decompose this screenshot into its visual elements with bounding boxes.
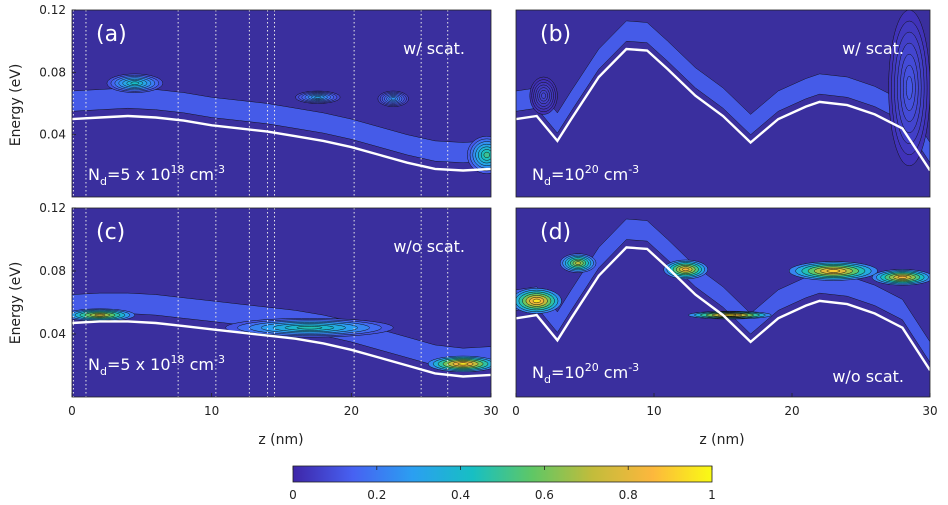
panel-c-x-tick-label-1: 10 xyxy=(204,404,219,418)
panel-d-frame xyxy=(515,207,931,398)
panel-d-label: (d) xyxy=(540,220,571,245)
y-axis-label-top: Energy (eV) xyxy=(8,64,24,147)
panel-d-peak-4-contour-6 xyxy=(826,269,841,273)
panel-b-contours xyxy=(516,10,930,172)
panel-d-potential-line xyxy=(516,246,930,371)
panel-b-density-band xyxy=(516,20,930,164)
panel-c-density-band xyxy=(72,292,491,369)
panel-a-y-tick-label-1: 0.08 xyxy=(39,65,66,79)
panel-a-contours xyxy=(72,10,491,197)
panel-d-x-tick-label-3: 30 xyxy=(922,404,937,418)
panel-b-doping-label: Nd=1020 cm-3 xyxy=(532,163,639,188)
panel-a-density-band xyxy=(72,87,491,163)
colorbar-tick-label-4: 0.8 xyxy=(619,488,638,502)
panel-d: (d) w/o scat. Nd=1020 cm-3 0 10 20 30 xyxy=(512,207,938,418)
x-axis-label-left: z (nm) xyxy=(258,432,303,448)
panel-a-doping-label: Nd=5 x 1018 cm-3 xyxy=(88,163,225,188)
x-axis-label-right: z (nm) xyxy=(699,432,744,448)
panel-a-peak-1-contour-6 xyxy=(314,96,322,99)
colorbar-gradient xyxy=(292,465,713,483)
panel-a-peak-2-contour-6 xyxy=(390,97,396,101)
panel-c-x-tick-label-3: 30 xyxy=(483,404,498,418)
panel-c-frame xyxy=(71,207,492,398)
colorbar-tick-label-5: 1 xyxy=(708,488,716,502)
panels-group: (a)w/ scat.Nd=5 x 1018 cm-30.120.080.04(… xyxy=(39,3,937,418)
panel-b-peak-0-contour-6 xyxy=(541,92,546,99)
colorbar-tick-label-3: 0.6 xyxy=(535,488,554,502)
panel-d-peak-2-contour-6 xyxy=(682,267,690,272)
panel-c-x-tick-label-2: 20 xyxy=(344,404,359,418)
panel-d-doping-label: Nd=1020 cm-3 xyxy=(532,361,639,386)
panel-d-scattering-label: w/o scat. xyxy=(832,367,904,386)
panel-c-x-tick-label-0: 0 xyxy=(68,404,76,418)
colorbar: 0 0.2 0.4 0.6 0.8 1 xyxy=(289,465,716,502)
panel-d-x-tick-label-1: 10 xyxy=(646,404,661,418)
panel-c-scattering-label: w/o scat. xyxy=(393,237,465,256)
panel-d-peak-1-contour-6 xyxy=(575,261,582,265)
panel-a-y-tick-label-2: 0.04 xyxy=(39,128,66,142)
panel-c-y-tick-label-0: 0.12 xyxy=(39,201,66,215)
panel-d-x-tick-label-0: 0 xyxy=(512,404,520,418)
panel-d-peak-5-contour-6 xyxy=(897,275,908,279)
colorbar-tick-label-2: 0.4 xyxy=(451,488,470,502)
colorbar-tick-label-1: 0.2 xyxy=(367,488,386,502)
panel-c-y-tick-label-1: 0.08 xyxy=(39,264,66,278)
panel-c-peak-1-contour-6 xyxy=(296,326,323,330)
colorbar-tick-label-0: 0 xyxy=(289,488,297,502)
panel-b-frame xyxy=(515,9,931,198)
panel-d-peak-3-contour-6 xyxy=(723,314,737,317)
panel-a-label: (a) xyxy=(96,22,127,47)
panel-a-potential-line xyxy=(72,114,491,172)
panel-d-x-tick-label-2: 20 xyxy=(784,404,799,418)
panel-c-peak-2-contour-6 xyxy=(457,362,469,366)
panel-a-y-tick-label-0: 0.12 xyxy=(39,3,66,17)
panel-d-contours xyxy=(516,218,930,371)
panel-a-peak-0-contour-6 xyxy=(130,81,140,85)
panel-c-peak-0-contour-6 xyxy=(94,313,106,317)
panel-b-potential-line xyxy=(516,47,930,172)
panel-a-frame xyxy=(71,9,492,198)
panel-a: (a) w/ scat. Nd=5 x 1018 cm-3 0.12 0.08 0.04 xyxy=(39,3,492,198)
panel-d-density-band xyxy=(516,218,930,363)
y-axis-label-bottom: Energy (eV) xyxy=(8,262,24,345)
panel-b-label: (b) xyxy=(540,22,571,47)
panel-c-y-tick-label-2: 0.04 xyxy=(39,327,66,341)
panel-d-peak-0-contour-6 xyxy=(532,298,541,304)
panel-a-scattering-label: w/ scat. xyxy=(403,39,465,58)
panel-c-doping-label: Nd=5 x 1018 cm-3 xyxy=(88,353,225,378)
panel-b-scattering-label: w/ scat. xyxy=(842,39,904,58)
panel-c-contours xyxy=(72,208,491,397)
panel-c-potential-line xyxy=(72,320,491,378)
panel-c: (c) w/o scat. Nd=5 x 1018 cm-3 0.12 0.08 0.04… xyxy=(39,201,498,418)
panel-c-label: (c) xyxy=(96,220,125,245)
panel-a-peak-3-contour-6 xyxy=(483,151,490,158)
panel-b: (b) w/ scat. Nd=1020 cm-3 xyxy=(515,9,931,198)
panel-b-peak-1-contour-6 xyxy=(905,75,913,100)
